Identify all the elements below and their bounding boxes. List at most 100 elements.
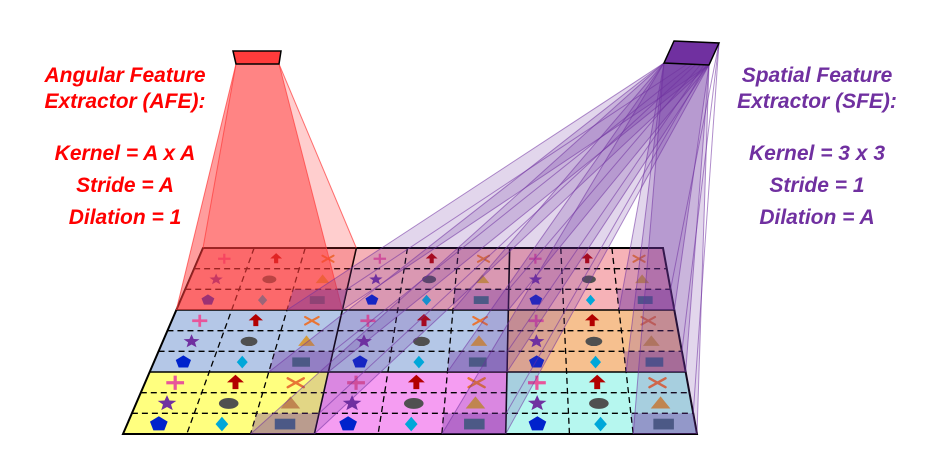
star-icon [528,334,545,348]
sfe-dilation-text: Dilation = A [759,206,875,229]
afe-ray-fan [203,64,357,248]
pentagon-icon [365,294,379,305]
sub-grid-line [377,247,409,435]
sfe-ray [673,64,710,311]
rectangle-icon [645,357,664,367]
x-mark-icon [648,377,667,389]
sfe-kernel-box [662,40,721,66]
pentagon-icon [529,355,545,368]
pentagon-icon [175,355,192,368]
sfe-ray-fan [268,63,709,372]
afe-ray [175,63,237,311]
sfe-label: Spatial Feature Extractor (SFE): [712,63,922,115]
sfe-ray [670,42,720,290]
ellipse-icon [589,398,609,409]
rectangle-icon [274,418,296,430]
triangle-icon [280,396,301,409]
afe-dilation-text: Dilation = 1 [68,206,182,229]
macro-grid-line [504,247,511,435]
pentagon-icon [528,416,547,431]
star-icon [355,334,372,348]
sfe-title-line2: Extractor (SFE): [737,90,897,113]
afe-stride-text: Stride = A [76,174,174,197]
triangle-icon [298,335,315,346]
sfe-target-cell [616,289,675,310]
afe-label: Angular Feature Extractor (AFE): [20,63,230,115]
sfe-ray-fan [250,63,710,434]
sfe-target-cell [250,413,319,434]
diamond-icon [421,294,432,306]
sfe-ray [286,62,665,311]
sfe-params: Kernel = 3 x 3 Stride = 1 Dilation = A [712,138,922,234]
ellipse-icon [585,336,603,347]
arrow-up-icon [248,313,263,327]
sfe-ray [685,64,710,373]
plus-icon [166,375,185,390]
sfe-ray [505,42,720,414]
diamond-icon [236,355,248,369]
sfe-ray-fan [287,63,709,310]
sfe-ray [447,62,665,373]
rectangle-icon [464,418,485,430]
arrow-up-icon [407,374,425,390]
ellipse-icon [403,398,424,409]
star-icon [528,273,543,285]
sfe-title-line1: Spatial Feature [741,64,893,87]
x-mark-icon [632,254,646,263]
star-icon [342,395,362,411]
sfe-ray [696,64,710,435]
rectangle-icon [468,357,487,367]
sfe-ray-fan [633,63,709,434]
ellipse-icon [218,398,239,409]
lenslet-grid [121,247,699,435]
diamond-icon [404,416,418,432]
star-icon [183,334,200,348]
star-icon [527,395,547,411]
sfe-ray [506,64,710,373]
afe-title-line2: Extractor (AFE): [44,90,206,113]
sfe-ray [328,64,710,373]
ellipse-icon [240,336,258,347]
sfe-ray [508,42,720,290]
afe-kernel-text: Kernel = A x A [54,142,196,165]
sfe-ray [313,64,710,435]
triangle-icon [650,396,671,409]
sfe-ray [505,64,710,435]
arrow-up-icon [425,253,438,264]
arrow-up-icon [416,313,432,327]
plus-icon [360,314,376,327]
pentagon-icon [339,416,357,431]
plus-icon [373,253,387,264]
arrow-up-icon [227,374,244,390]
sfe-ray [625,62,665,373]
sub-grid-line [611,247,634,435]
sfe-ray [346,42,720,290]
afe-kernel-box [232,50,282,65]
sfe-ray [507,42,720,352]
diamond-icon [413,355,425,369]
diamond-icon [594,416,607,432]
x-mark-icon [640,315,657,326]
x-mark-icon [476,254,491,263]
rectangle-icon [473,296,489,304]
sub-grid-line [560,247,571,435]
sfe-ray-fan [447,63,709,372]
afe-params: Kernel = A x A Stride = A Dilation = 1 [20,138,230,234]
sfe-target-cell [268,351,333,372]
sfe-ray [268,62,665,373]
sfe-target-cell [447,351,508,372]
x-mark-icon [304,315,320,326]
sfe-kernel-text: Kernel = 3 x 3 [749,142,885,165]
sfe-ray [681,42,720,352]
rectangle-icon [653,418,674,430]
afe-ray [202,63,237,249]
macro-grid-line [313,247,358,435]
afe-title-line1: Angular Feature [44,64,206,87]
sfe-ray [318,42,720,414]
afe-ray [278,63,357,249]
triangle-icon [475,274,490,284]
diamond-icon [590,355,602,369]
sfe-target-cell [441,413,507,434]
sfe-ray [250,62,665,435]
